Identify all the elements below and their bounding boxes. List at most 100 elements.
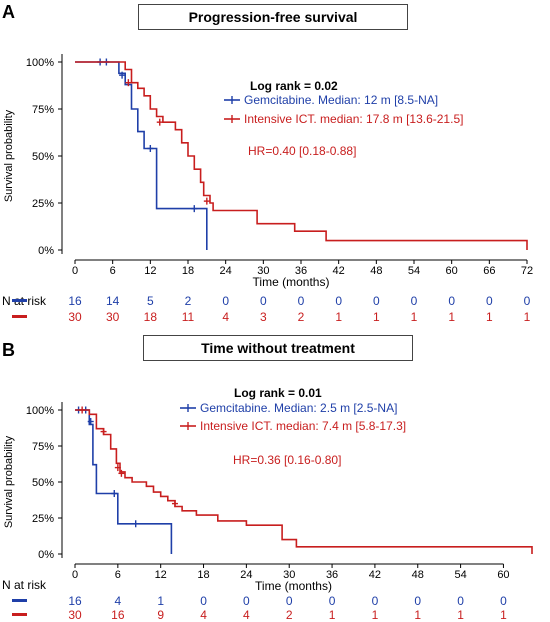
panel-a-letter: A	[2, 2, 15, 22]
x-axis-label-b: Time (months)	[255, 579, 332, 593]
legend-label-red-a: Intensive ICT. median: 17.8 m [13.6-21.5…	[244, 112, 463, 126]
risk-count-blue-a: 2	[185, 294, 192, 308]
x-tick-label-b: 54	[454, 569, 466, 581]
legend-label-blue-a: Gemcitabine. Median: 12 m [8.5-NA]	[244, 93, 438, 107]
risk-row-marker-blue-a	[12, 299, 27, 302]
risk-count-red-a: 2	[298, 310, 305, 324]
risk-count-red-b: 1	[329, 608, 336, 622]
risk-count-blue-a: 0	[373, 294, 380, 308]
x-tick-label-b: 60	[497, 569, 509, 581]
risk-count-blue-a: 0	[411, 294, 418, 308]
risk-count-blue-a: 0	[298, 294, 305, 308]
risk-count-blue-a: 0	[524, 294, 531, 308]
x-tick-label-a: 48	[370, 265, 382, 277]
x-tick-label-b: 30	[283, 569, 295, 581]
x-tick-label-b: 24	[240, 569, 252, 581]
y-tick-label-a: 100%	[26, 57, 54, 69]
risk-count-red-b: 4	[200, 608, 207, 622]
x-tick-label-b: 6	[115, 569, 121, 581]
x-tick-label-a: 24	[220, 265, 232, 277]
risk-count-blue-a: 0	[222, 294, 229, 308]
y-tick-label-b: 100%	[26, 405, 54, 417]
x-tick-label-b: 12	[155, 569, 167, 581]
risk-count-blue-b: 0	[500, 594, 507, 608]
panel-b-letter: B	[2, 340, 15, 360]
x-tick-label-a: 12	[144, 265, 156, 277]
x-tick-label-a: 60	[446, 265, 458, 277]
x-axis-label-a: Time (months)	[253, 275, 330, 289]
hazard-ratio-a: HR=0.40 [0.18-0.88]	[248, 144, 356, 158]
y-tick-label-b: 0%	[38, 549, 54, 561]
legend-label-red-b: Intensive ICT. median: 7.4 m [5.8-17.3]	[200, 419, 406, 433]
logrank-label-a: Log rank = 0.02	[250, 79, 338, 93]
y-tick-label-a: 25%	[32, 198, 54, 210]
risk-count-red-a: 3	[260, 310, 267, 324]
x-tick-label-a: 30	[257, 265, 269, 277]
y-axis-label-a: Survival probability	[3, 109, 15, 202]
logrank-label-b: Log rank = 0.01	[234, 386, 322, 400]
panel-a-title: Progression-free survival	[138, 4, 408, 30]
legend-label-blue-b: Gemcitabine. Median: 2.5 m [2.5-NA]	[200, 401, 397, 415]
km-curve-blue-a	[75, 61, 208, 250]
y-tick-label-b: 25%	[32, 513, 54, 525]
risk-count-red-b: 2	[286, 608, 293, 622]
y-axis-label-b: Survival probability	[3, 435, 15, 528]
risk-count-red-a: 1	[335, 310, 342, 324]
risk-count-red-a: 1	[524, 310, 531, 324]
risk-count-blue-a: 0	[486, 294, 493, 308]
risk-count-blue-a: 0	[335, 294, 342, 308]
hazard-ratio-b: HR=0.36 [0.16-0.80]	[233, 453, 341, 467]
risk-row-marker-red-b	[12, 613, 27, 616]
y-tick-label-a: 50%	[32, 151, 54, 163]
risk-count-blue-b: 0	[457, 594, 464, 608]
risk-count-red-a: 4	[222, 310, 229, 324]
km-curve-blue-b	[75, 409, 173, 554]
x-tick-label-a: 42	[333, 265, 345, 277]
x-tick-label-b: 18	[197, 569, 209, 581]
risk-count-blue-a: 0	[448, 294, 455, 308]
risk-count-red-a: 18	[144, 310, 158, 324]
risk-count-red-a: 30	[106, 310, 120, 324]
risk-count-red-b: 1	[414, 608, 421, 622]
risk-count-red-a: 11	[182, 310, 195, 324]
y-tick-label-b: 75%	[32, 441, 54, 453]
risk-count-blue-a: 16	[68, 294, 82, 308]
x-tick-label-a: 18	[182, 265, 194, 277]
risk-count-blue-a: 0	[260, 294, 267, 308]
x-tick-label-b: 0	[72, 569, 78, 581]
risk-count-blue-b: 1	[157, 594, 164, 608]
risk-count-red-b: 9	[157, 608, 164, 622]
x-tick-label-b: 36	[326, 569, 338, 581]
risk-count-red-b: 30	[68, 608, 82, 622]
x-tick-label-a: 54	[408, 265, 420, 277]
risk-row-marker-red-a	[12, 315, 27, 318]
risk-count-red-a: 1	[411, 310, 418, 324]
risk-count-red-a: 1	[448, 310, 455, 324]
risk-table-header-b: N at risk	[2, 578, 47, 592]
y-tick-label-b: 50%	[32, 477, 54, 489]
risk-count-red-b: 1	[457, 608, 464, 622]
risk-count-red-a: 1	[373, 310, 380, 324]
x-tick-label-a: 36	[295, 265, 307, 277]
risk-count-red-b: 4	[243, 608, 250, 622]
risk-count-blue-b: 0	[243, 594, 250, 608]
x-tick-label-a: 72	[521, 265, 533, 277]
risk-count-blue-b: 0	[200, 594, 207, 608]
risk-count-red-b: 1	[500, 608, 507, 622]
risk-count-red-a: 30	[68, 310, 82, 324]
risk-count-blue-b: 4	[115, 594, 122, 608]
risk-count-blue-b: 0	[286, 594, 293, 608]
risk-count-red-b: 1	[372, 608, 379, 622]
x-tick-label-a: 66	[483, 265, 495, 277]
x-tick-label-a: 0	[72, 265, 78, 277]
x-tick-label-b: 48	[412, 569, 424, 581]
risk-count-blue-b: 16	[68, 594, 82, 608]
panel-b-title: Time without treatment	[143, 335, 413, 361]
risk-count-blue-b: 0	[414, 594, 421, 608]
risk-count-red-a: 1	[486, 310, 493, 324]
risk-count-blue-b: 0	[329, 594, 336, 608]
x-tick-label-b: 42	[369, 569, 381, 581]
y-tick-label-a: 0%	[38, 245, 54, 257]
risk-count-blue-b: 0	[372, 594, 379, 608]
